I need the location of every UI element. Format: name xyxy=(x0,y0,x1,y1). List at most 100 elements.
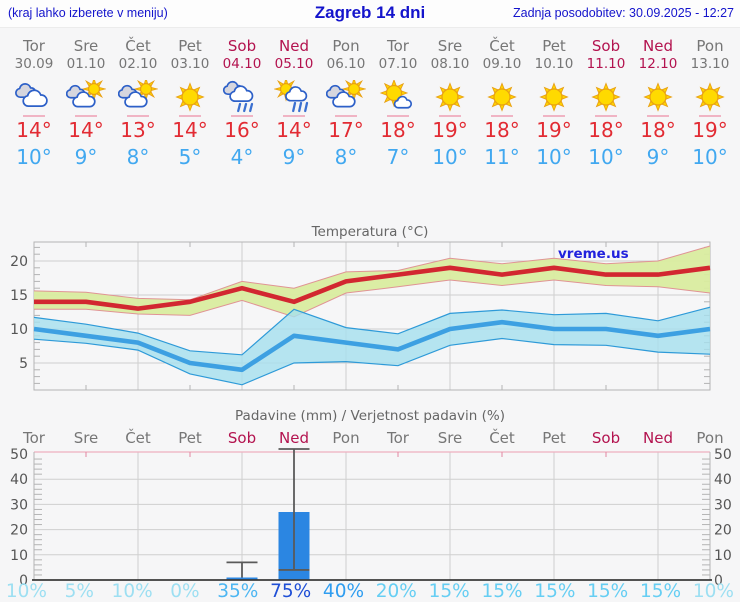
day-underline xyxy=(231,115,253,117)
watermark-link[interactable]: vreme.us xyxy=(558,246,629,262)
day-name: Pet xyxy=(542,37,566,55)
day-underline xyxy=(699,115,721,117)
svg-text:40: 40 xyxy=(10,472,28,488)
svg-text:10: 10 xyxy=(714,548,732,564)
svg-text:30: 30 xyxy=(10,497,28,513)
day-underline xyxy=(439,115,461,117)
precip-probability-label: 15% xyxy=(481,581,523,602)
day-column[interactable]: Čet 02.10 13° 8° xyxy=(112,36,164,171)
precip-day-label: Sob xyxy=(227,429,257,447)
day-column[interactable]: Tor 07.10 18° 7° xyxy=(372,36,424,171)
sunny-icon xyxy=(175,82,205,112)
day-column[interactable]: Pon 13.10 19° 10° xyxy=(684,36,736,171)
day-temp-max: 16° xyxy=(224,118,260,142)
day-date: 12.10 xyxy=(638,56,678,72)
precip-day-label: Pet xyxy=(542,429,566,447)
day-name: Sre xyxy=(437,37,463,55)
day-column[interactable]: Čet 09.10 18° 11° xyxy=(476,36,528,171)
precip-day-label: Tor xyxy=(387,429,409,447)
day-temp-max: 19° xyxy=(692,118,728,142)
day-date: 02.10 xyxy=(118,56,158,72)
mostly-sunny-icon xyxy=(379,80,413,109)
day-column[interactable]: Pet 10.10 19° 10° xyxy=(528,36,580,171)
day-date: 13.10 xyxy=(690,56,730,72)
day-temp-min: 10° xyxy=(432,145,468,169)
day-underline xyxy=(335,115,357,117)
day-column[interactable]: Ned 12.10 18° 9° xyxy=(632,36,684,171)
day-underline xyxy=(283,115,305,117)
day-underline xyxy=(543,115,565,117)
day-temp-min: 5° xyxy=(178,145,202,169)
precip-probability-label: 20% xyxy=(375,581,417,602)
precip-probability-label: 10% xyxy=(5,581,47,602)
day-name: Sob xyxy=(227,37,257,55)
precip-day-label: Tor xyxy=(23,429,45,447)
day-temp-max: 19° xyxy=(536,118,572,142)
precip-probability-label: 35% xyxy=(217,581,259,602)
day-underline xyxy=(179,115,201,117)
day-underline xyxy=(127,115,149,117)
svg-text:20: 20 xyxy=(714,523,732,539)
sunny-icon xyxy=(487,82,517,112)
sunny-icon xyxy=(591,82,621,112)
precipitation-chart: 0 0 10 10 20 20 30 30 40 40 50 50 xyxy=(10,447,732,585)
day-name: Tor xyxy=(23,37,45,55)
page-title: Zagreb 14 dni xyxy=(314,3,426,22)
precip-day-label: Ned xyxy=(279,429,309,447)
day-temp-min: 10° xyxy=(16,145,52,169)
day-column[interactable]: Sob 11.10 18° 10° xyxy=(580,36,632,171)
day-temp-max: 14° xyxy=(68,118,104,142)
day-underline xyxy=(23,115,45,117)
day-temp-min: 11° xyxy=(484,145,520,169)
sunny-icon xyxy=(435,82,465,112)
svg-text:10: 10 xyxy=(10,548,28,564)
precip-day-label: Sre xyxy=(437,429,463,447)
precip-day-label: Čet xyxy=(489,429,515,447)
day-column[interactable]: Tor 30.09 14° 10° xyxy=(8,36,60,171)
day-temp-min: 10° xyxy=(588,145,624,169)
precip-probability-label: 15% xyxy=(534,581,576,602)
day-date: 07.10 xyxy=(378,56,418,72)
day-name: Tor xyxy=(387,37,409,55)
svg-text:15: 15 xyxy=(10,288,28,304)
precip-probability-row: 10% 5% 10% 0% 35% 75% 40% 20% 15% 15% 15% 15% 15% 10% xyxy=(0,582,740,602)
precip-bar xyxy=(226,577,258,580)
day-temp-max: 18° xyxy=(380,118,416,142)
menu-hint: (kraj lahko izberete v meniju) xyxy=(8,6,168,20)
day-date: 10.10 xyxy=(534,56,574,72)
day-name: Pon xyxy=(332,37,360,55)
day-underline xyxy=(595,115,617,117)
day-date: 30.09 xyxy=(14,56,54,72)
precip-probability-label: 75% xyxy=(270,581,312,602)
day-column[interactable]: Sob 04.10 16° 4° xyxy=(216,36,268,171)
day-name: Čet xyxy=(125,37,151,55)
min-temp-line xyxy=(33,319,711,373)
day-column[interactable]: Sre 08.10 19° 10° xyxy=(424,36,476,171)
sunny-icon xyxy=(539,82,569,112)
day-temp-max: 18° xyxy=(588,118,624,142)
day-column[interactable]: Sre 01.10 14° 9° xyxy=(60,36,112,171)
day-date: 11.10 xyxy=(586,56,626,72)
svg-text:40: 40 xyxy=(714,472,732,488)
day-name: Čet xyxy=(489,37,515,55)
svg-text:10: 10 xyxy=(10,322,28,338)
day-column[interactable]: Ned 05.10 14° 9° xyxy=(268,36,320,171)
precip-probability-label: 15% xyxy=(639,581,682,602)
day-temp-min: 7° xyxy=(386,145,410,169)
day-name: Ned xyxy=(643,37,673,55)
day-temp-min: 8° xyxy=(126,145,150,169)
day-column[interactable]: Pon 06.10 17° 8° xyxy=(320,36,372,171)
day-name: Pet xyxy=(178,37,202,55)
precip-day-row: Tor Sre Čet Pet Sob Ned Pon Tor Sre Čet Pet Sob Ned P… xyxy=(8,425,740,447)
day-underline xyxy=(387,115,409,117)
precip-day-label: Pon xyxy=(696,429,724,447)
day-name: Sob xyxy=(591,37,621,55)
svg-text:30: 30 xyxy=(714,497,732,513)
precip-probability-label: 0% xyxy=(170,581,200,602)
day-date: 08.10 xyxy=(430,56,470,72)
temperature-chart: 5 10 15 20 vreme.us xyxy=(10,241,711,391)
precip-probability-label: 10% xyxy=(692,581,734,602)
day-temp-max: 19° xyxy=(432,118,468,142)
forecast-strip: Tor 30.09 14° 10° Sre 01.10 14° 9° Čet 02.10 13° 8°… xyxy=(8,28,740,171)
day-column[interactable]: Pet 03.10 14° 5° xyxy=(164,36,216,171)
